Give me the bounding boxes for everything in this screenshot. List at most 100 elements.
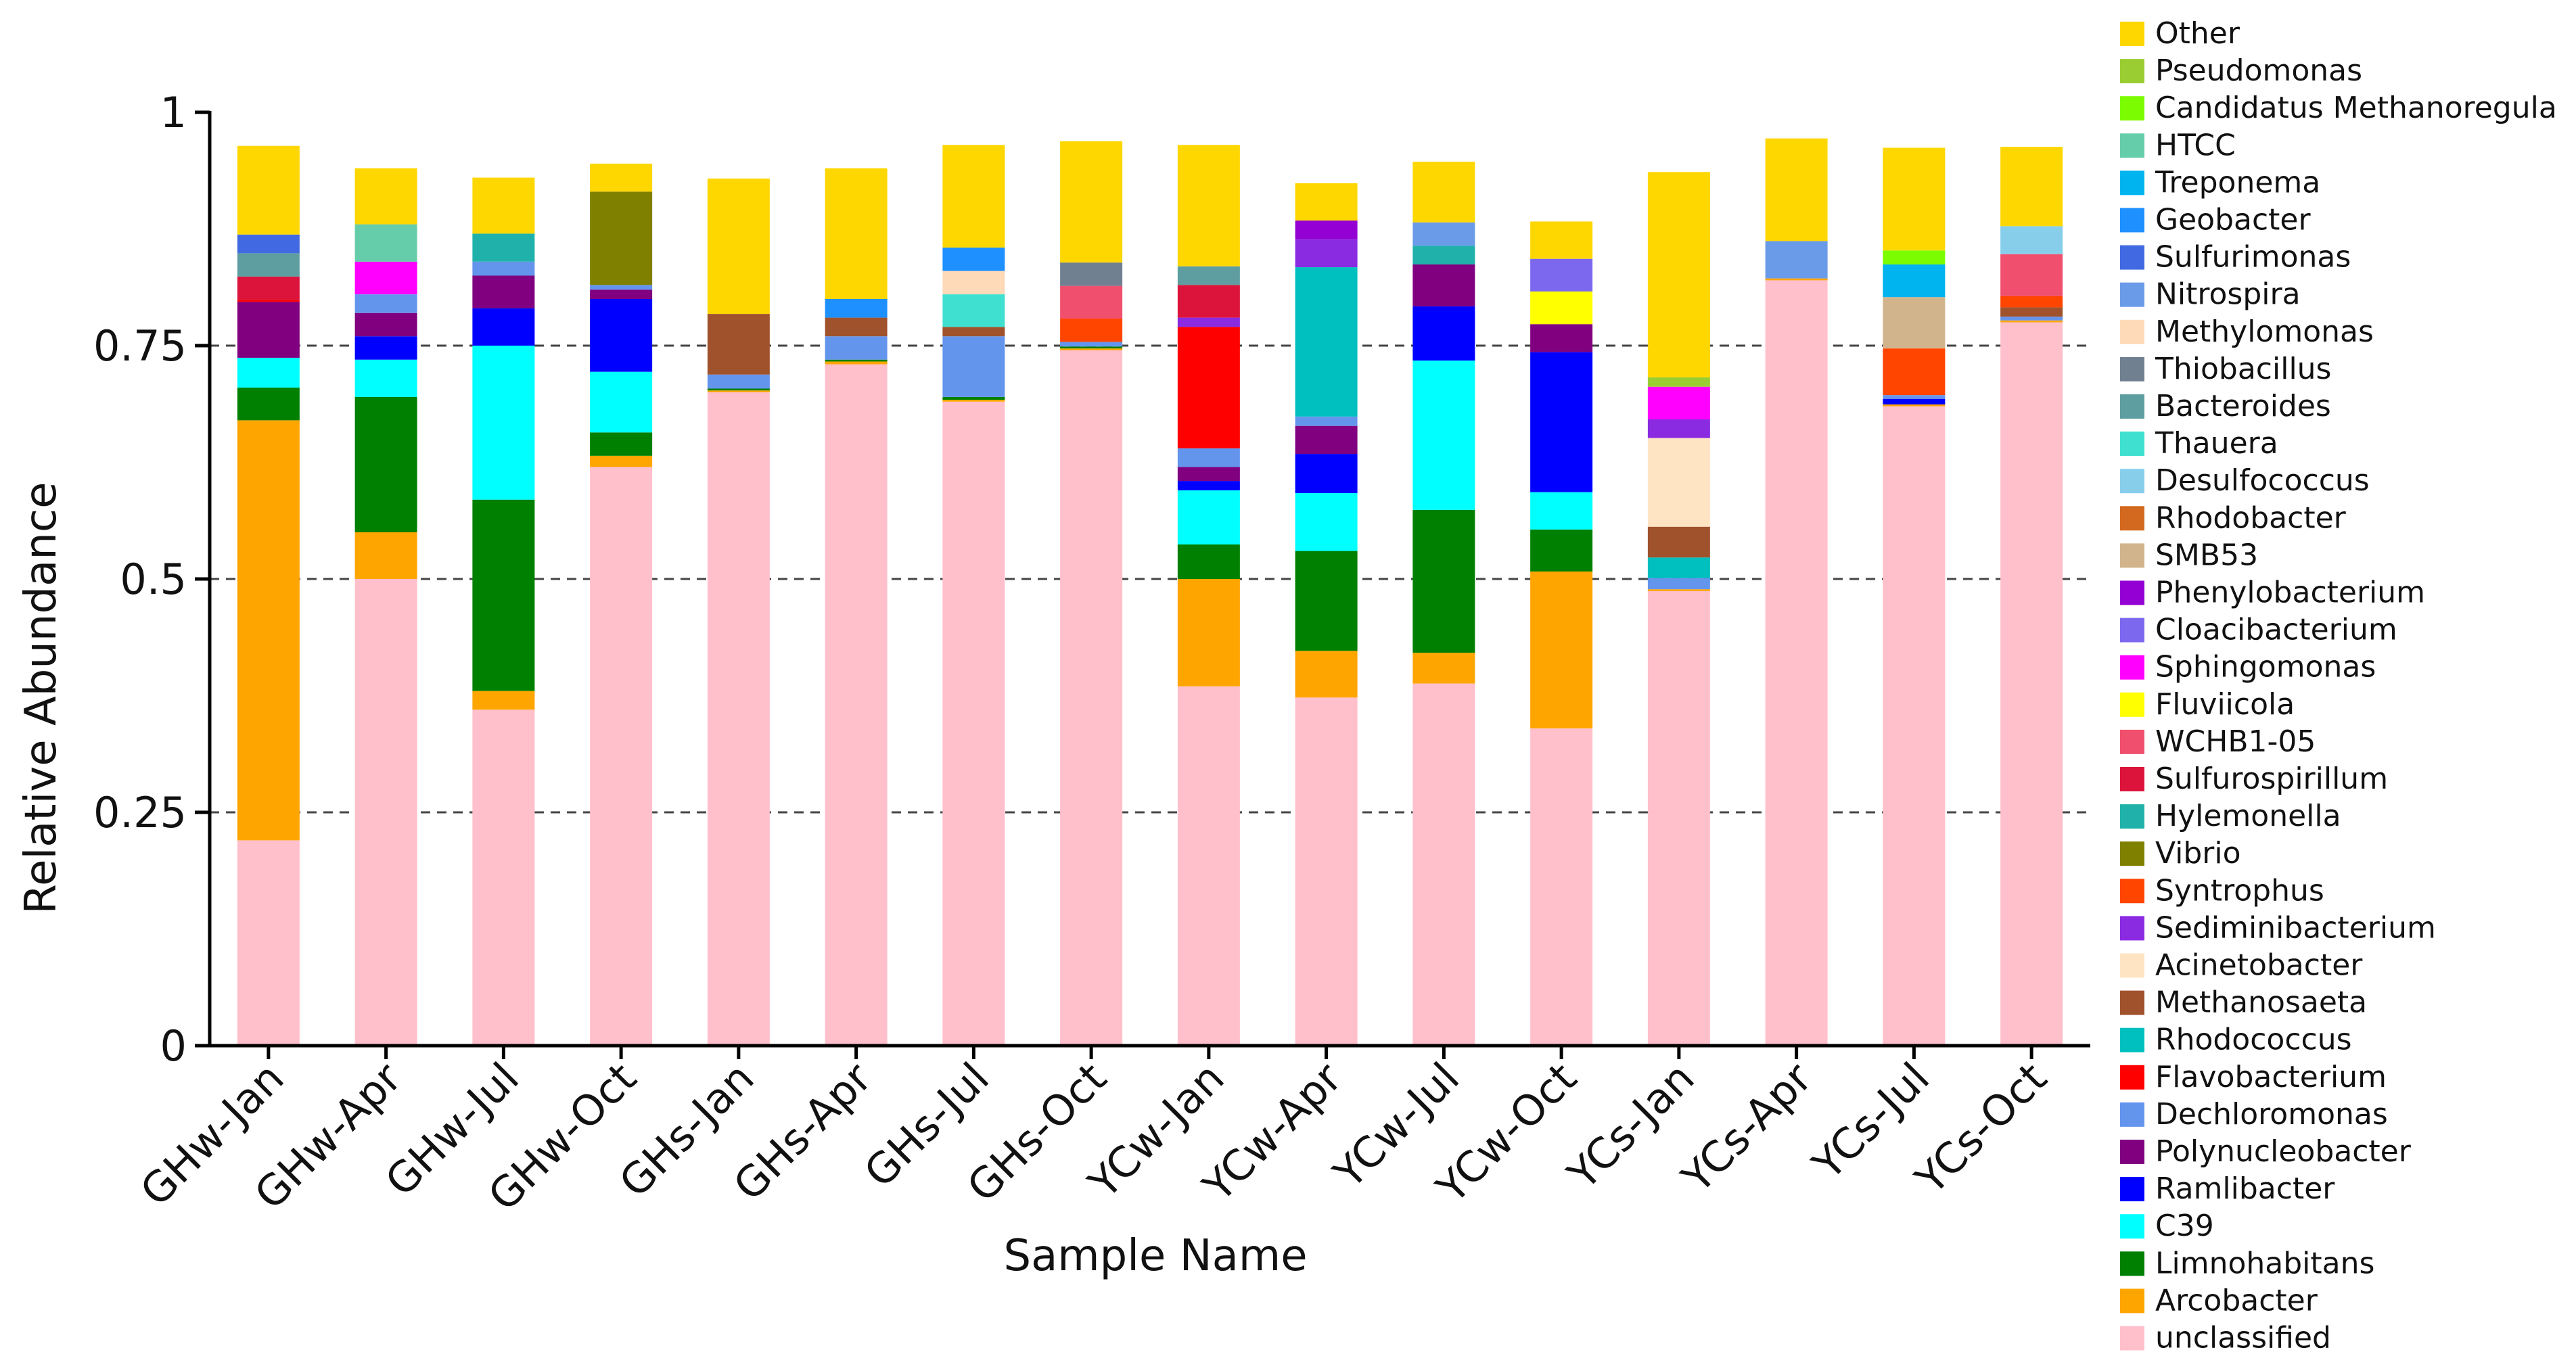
legend-swatch <box>2120 170 2144 195</box>
bar-stack-ycs-oct <box>2000 147 2063 1046</box>
legend-label: Hylemonella <box>2155 799 2341 833</box>
legend-swatch <box>2120 394 2144 419</box>
bar-segment-other <box>354 168 417 225</box>
bar-segment-wchb1-05 <box>1060 285 1123 319</box>
bar-segment-dechloromonas <box>1060 342 1123 347</box>
bar-stack-ycs-apr <box>1765 138 1828 1046</box>
legend-label: Arcobacter <box>2155 1283 2318 1318</box>
bar-segment-dechloromonas <box>825 336 888 360</box>
bar-segment-unclassified <box>1883 406 1946 1046</box>
bar-segment-fluviicola <box>1530 291 1593 325</box>
bar-segment-polynucleobacter <box>237 302 300 358</box>
bar-segment-unclassified <box>1765 280 1828 1046</box>
bar-segment-rhodococcus <box>1295 267 1358 417</box>
bar-segment-unclassified <box>590 467 653 1046</box>
legend-item-geobacter: Geobacter <box>2120 203 2311 237</box>
legend-item-dechloromonas: Dechloromonas <box>2120 1097 2388 1132</box>
bar-segment-ramlibacter <box>1530 352 1593 492</box>
bar-segment-other <box>237 145 300 235</box>
bar-segment-unclassified <box>354 579 417 1046</box>
bar-segment-rhodococcus <box>1647 557 1710 578</box>
legend-swatch <box>2120 356 2144 381</box>
bar-segment-geobacter <box>825 299 888 318</box>
bar-segment-dechloromonas <box>707 374 770 389</box>
bar-segment-limnohabitans <box>1530 529 1593 572</box>
legend-swatch <box>2120 59 2144 84</box>
bar-segment-limnohabitans <box>590 432 653 456</box>
bar-segment-sphingomonas <box>1647 386 1710 420</box>
legend-item-polynucleobacter: Polynucleobacter <box>2120 1134 2412 1169</box>
legend-label: Other <box>2155 16 2240 51</box>
legend-item-phenylobacterium: Phenylobacterium <box>2120 576 2425 610</box>
bar-segment-arcobacter <box>1765 278 1828 281</box>
bar-segment-ramlibacter <box>590 299 653 372</box>
legend-swatch <box>2120 1326 2144 1351</box>
bar-segment-ramlibacter <box>1295 454 1358 494</box>
bar-segment-bacteroides <box>1177 266 1240 285</box>
bar-segment-dechloromonas <box>472 261 535 276</box>
bar-segment-methanosaeta <box>707 314 770 375</box>
legend-swatch <box>2120 1027 2144 1052</box>
legend-item-nitrospira: Nitrospira <box>2120 277 2301 312</box>
bar-segment-flavobacterium <box>1177 327 1240 448</box>
bar-segment-unclassified <box>707 392 770 1046</box>
bar-segment-c39 <box>1177 490 1240 544</box>
bar-stack-ycw-jul <box>1412 162 1475 1046</box>
legend-label: Limnohabitans <box>2155 1246 2374 1280</box>
legend-swatch <box>2120 469 2144 494</box>
legend-swatch <box>2120 767 2144 791</box>
bar-segment-arcobacter <box>1647 589 1710 591</box>
legend-swatch <box>2120 1140 2144 1164</box>
bar-segment-unclassified <box>1647 590 1710 1046</box>
legend-item-rhodococcus: Rhodococcus <box>2120 1023 2352 1057</box>
bar-segment-c39 <box>1530 492 1593 530</box>
x-tick-label-ycs-apr: YCs-Apr <box>1672 1053 1821 1203</box>
legend-item-thauera: Thauera <box>2120 426 2278 461</box>
bar-segment-polynucleobacter <box>354 312 417 337</box>
legend-label: Geobacter <box>2155 203 2311 237</box>
bar-stack-ghs-oct <box>1060 141 1123 1046</box>
legend-label: Syntrophus <box>2155 873 2324 908</box>
bar-segment-syntrophus <box>1060 318 1123 342</box>
bar-segment-dechloromonas <box>2000 317 2063 321</box>
bar-segment-pseudomonas <box>1647 377 1710 387</box>
legend-label: WCHB1-05 <box>2155 724 2316 759</box>
legend-swatch <box>2120 506 2144 531</box>
bar-segment-arcobacter <box>472 691 535 710</box>
bar-segment-c39 <box>472 346 535 500</box>
bar-segment-unclassified <box>1060 350 1123 1046</box>
legend-label: Sulfurimonas <box>2155 240 2351 275</box>
bar-stack-ghs-jul <box>942 145 1005 1046</box>
legend-item-candidatus-methanoregula: Candidatus Methanoregula <box>2120 91 2557 125</box>
legend-item-c39: C39 <box>2120 1209 2214 1243</box>
legend-label: Acinetobacter <box>2155 948 2363 983</box>
bar-segment-arcobacter <box>1295 651 1358 698</box>
legend-item-acinetobacter: Acinetobacter <box>2120 948 2363 983</box>
bar-segment-other <box>2000 147 2063 227</box>
legend-label: Sediminibacterium <box>2155 910 2436 945</box>
bar-segment-unclassified <box>942 401 1005 1046</box>
legend-item-methanosaeta: Methanosaeta <box>2120 985 2367 1020</box>
bar-segment-polynucleobacter <box>1530 324 1593 352</box>
bar-segment-limnohabitans <box>237 388 300 421</box>
legend-label: Vibrio <box>2155 836 2241 870</box>
legend-swatch <box>2120 841 2144 866</box>
legend-item-cloacibacterium: Cloacibacterium <box>2120 613 2397 647</box>
bar-segment-sulfurospirillum <box>1177 285 1240 318</box>
x-tick-labels: GHw-JanGHw-AprGHw-JulGHw-OctGHs-JanGHs-A… <box>131 1046 2056 1220</box>
legend-label: unclassified <box>2155 1321 2331 1355</box>
bar-segment-arcobacter <box>1060 348 1123 350</box>
bar-segment-bacteroides <box>237 253 300 277</box>
bar-segment-c39 <box>354 359 417 397</box>
bar-segment-dechloromonas <box>1647 578 1710 590</box>
bar-segment-dechloromonas <box>590 285 653 290</box>
legend-label: Methylomonas <box>2155 315 2374 349</box>
legend-item-sphingomonas: Sphingomonas <box>2120 650 2376 684</box>
bar-segment-methanosaeta <box>942 327 1005 337</box>
legend-label: Cloacibacterium <box>2155 613 2397 647</box>
bar-segment-polynucleobacter <box>1295 425 1358 455</box>
bar-segment-unclassified <box>1530 728 1593 1046</box>
bar-stack-ycs-jan <box>1647 172 1710 1046</box>
bar-stack-ghs-apr <box>825 168 888 1046</box>
legend-label: Nitrospira <box>2155 277 2301 312</box>
